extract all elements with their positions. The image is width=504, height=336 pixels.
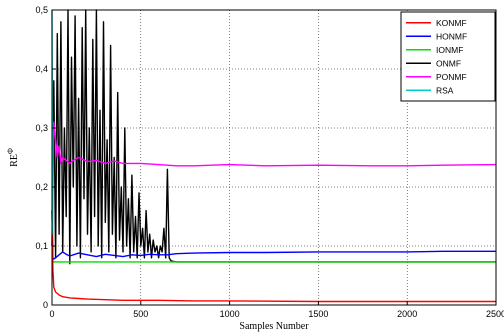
legend-label-honmf: HONMF [436,31,467,41]
legend-box [400,11,496,102]
plot-frame [51,9,497,306]
y-tick-label: 0 [43,300,48,310]
y-tick-label: 0,1 [35,241,48,251]
legend-label-konmf: KONMF [436,18,467,28]
x-axis-label: Samples Number [239,321,309,332]
y-tick-label: 0,2 [35,182,48,192]
y-tick-label: 0,4 [35,64,48,74]
legend-label-ponmf: PONMF [436,72,467,82]
axis-ticks: 0 500 1000 1500 2000 2500 0 0,1 0,2 0,3 0,4 0,5 [35,5,504,319]
x-tick-label: 1500 [308,309,328,319]
x-tick-label: 2500 [486,309,504,319]
y-axis-label-superscript: Φ [6,148,15,154]
legend-label-rsa: RSA [436,85,454,95]
x-tick-label: 2000 [397,309,417,319]
y-axis-label: REΦ [6,148,20,167]
legend: KONMF HONMF IONMF ONMF PONMF RSA [400,11,496,102]
series-line-honmf [51,210,496,260]
series-line-ponmf [51,121,497,247]
series-line-ionmf [51,257,496,263]
legend-label-ionmf: IONMF [436,45,463,55]
legend-label-onmf: ONMF [436,58,461,68]
x-tick-label: 500 [133,309,148,319]
x-tick-label: 1000 [220,309,240,319]
y-axis-label-main: RE [9,154,20,167]
y-tick-label: 0,5 [35,5,48,15]
series-line-konmf [51,210,496,303]
series-lines [51,9,497,303]
x-tick-label: 0 [49,309,54,319]
y-tick-label: 0,3 [35,123,48,133]
series-line-onmf [51,9,496,265]
